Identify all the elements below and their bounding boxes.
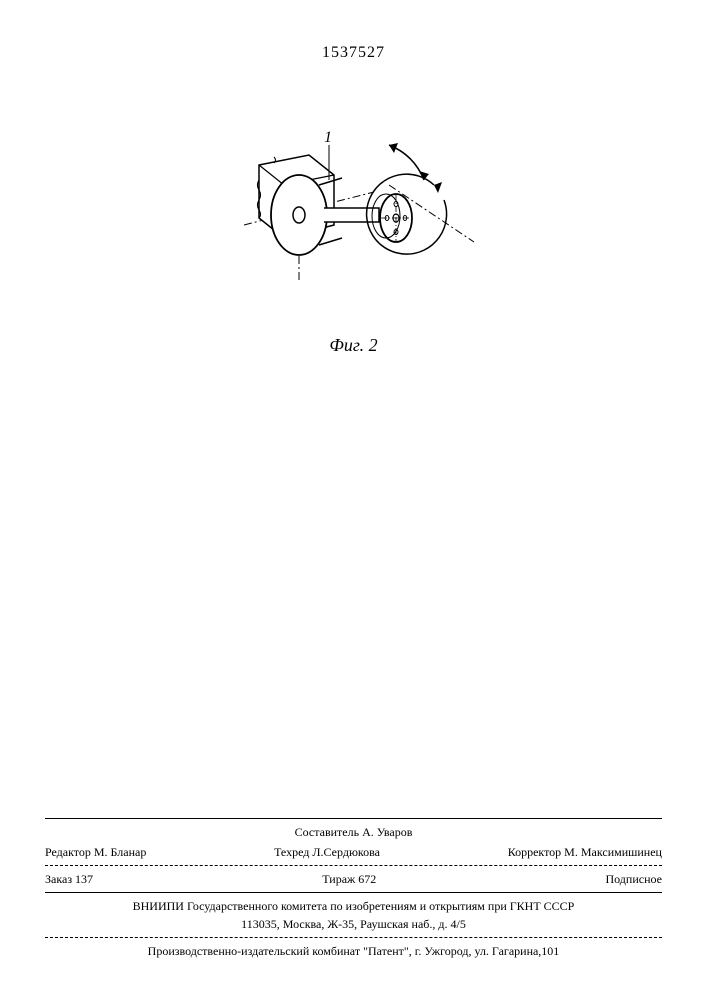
figure-2: 1 — [224, 130, 484, 320]
editor-text: Редактор М. Бланар — [45, 843, 146, 861]
divider-dash-2 — [45, 937, 662, 938]
divider-solid — [45, 892, 662, 893]
corrector-text: Корректор М. Максимишинец — [508, 843, 662, 861]
figure-svg: 1 — [224, 130, 484, 320]
divider-top — [45, 818, 662, 819]
footer-block: Составитель А. Уваров Редактор М. Бланар… — [45, 814, 662, 960]
techred-text: Техред Л.Сердюкова — [274, 843, 380, 861]
podpis-text: Подписное — [605, 870, 662, 888]
svg-text:1: 1 — [324, 130, 332, 146]
document-number: 1537527 — [322, 44, 385, 62]
org-line1: ВНИИПИ Государственного комитета по изоб… — [45, 897, 662, 915]
publisher-line: Производственно-издательский комбинат "П… — [45, 942, 662, 960]
credits-row: Редактор М. Бланар Техред Л.Сердюкова Ко… — [45, 843, 662, 861]
order-row: Заказ 137 Тираж 672 Подписное — [45, 870, 662, 888]
org-line2: 113035, Москва, Ж-35, Раушская наб., д. … — [45, 915, 662, 933]
tirage-text: Тираж 672 — [322, 870, 376, 888]
divider-dash-1 — [45, 865, 662, 866]
compiler-line: Составитель А. Уваров — [45, 823, 662, 841]
order-text: Заказ 137 — [45, 870, 93, 888]
figure-caption: Фиг. 2 — [329, 335, 377, 356]
